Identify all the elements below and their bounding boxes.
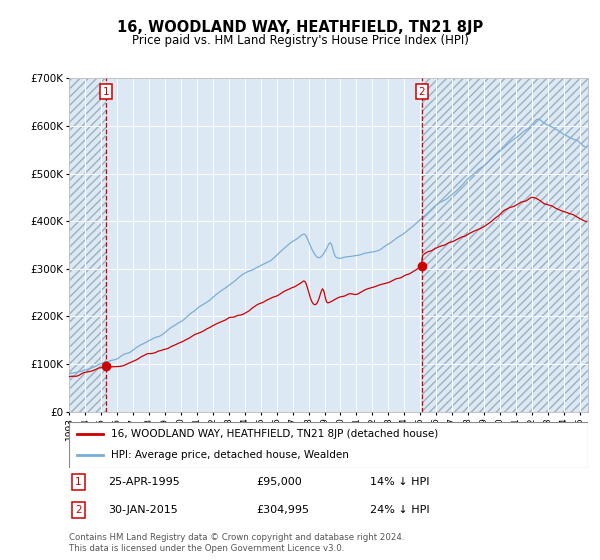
Text: £95,000: £95,000 (256, 477, 302, 487)
Text: 16, WOODLAND WAY, HEATHFIELD, TN21 8JP: 16, WOODLAND WAY, HEATHFIELD, TN21 8JP (117, 20, 483, 35)
Text: 24% ↓ HPI: 24% ↓ HPI (370, 505, 430, 515)
Text: 30-JAN-2015: 30-JAN-2015 (108, 505, 178, 515)
Text: 16, WOODLAND WAY, HEATHFIELD, TN21 8JP (detached house): 16, WOODLAND WAY, HEATHFIELD, TN21 8JP (… (110, 429, 438, 439)
Text: 1: 1 (75, 477, 82, 487)
Text: 2: 2 (75, 505, 82, 515)
Text: 25-APR-1995: 25-APR-1995 (108, 477, 179, 487)
Text: 2: 2 (418, 87, 425, 97)
Text: £304,995: £304,995 (256, 505, 309, 515)
Text: Contains HM Land Registry data © Crown copyright and database right 2024.
This d: Contains HM Land Registry data © Crown c… (69, 533, 404, 553)
FancyBboxPatch shape (69, 422, 588, 468)
Bar (69, 78, 106, 412)
Bar (422, 78, 588, 412)
Text: HPI: Average price, detached house, Wealden: HPI: Average price, detached house, Weal… (110, 450, 349, 460)
Text: 14% ↓ HPI: 14% ↓ HPI (370, 477, 430, 487)
Text: 1: 1 (103, 87, 109, 97)
Text: Price paid vs. HM Land Registry's House Price Index (HPI): Price paid vs. HM Land Registry's House … (131, 34, 469, 46)
